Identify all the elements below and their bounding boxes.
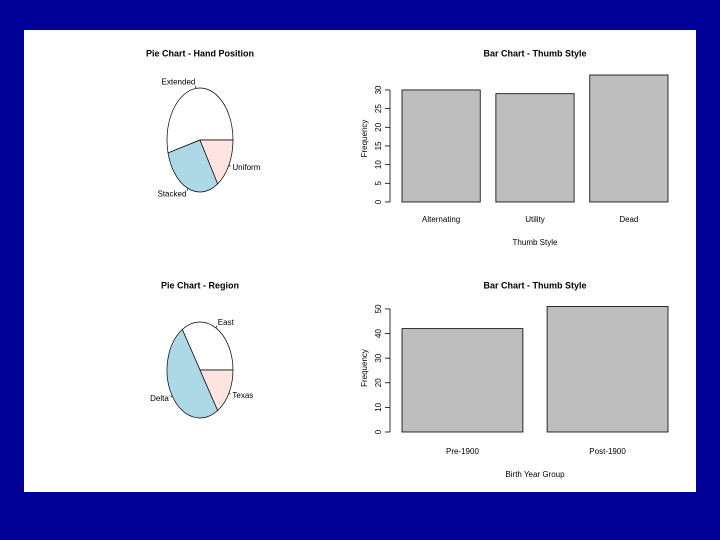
slice-label: Stacked	[157, 189, 186, 198]
y-tick-label: 20	[374, 122, 383, 131]
x-tick-label: Alternating	[422, 215, 460, 224]
label-tick	[215, 325, 218, 329]
chart-title: Bar Chart - Thumb Style	[483, 280, 586, 290]
chart-title: Pie Chart - Region	[161, 280, 239, 290]
x-axis-label: Thumb Style	[513, 238, 558, 247]
pie-slice	[199, 369, 234, 412]
pie-slice	[166, 328, 219, 419]
x-tick-label: Dead	[619, 215, 638, 224]
bar	[495, 93, 575, 203]
bar	[589, 74, 669, 203]
y-axis-label: Frequency	[360, 349, 369, 387]
chart-title: Pie Chart - Hand Position	[146, 48, 254, 58]
x-tick-label: Post-1900	[589, 447, 626, 456]
label-tick	[228, 392, 231, 395]
y-tick-label: 30	[374, 85, 383, 94]
label-tick	[170, 395, 173, 398]
x-axis-label: Birth Year Group	[505, 470, 565, 479]
chart-title: Bar Chart - Thumb Style	[483, 48, 586, 58]
y-tick-label: 50	[374, 304, 383, 313]
slice-label: Uniform	[232, 163, 260, 172]
y-tick-label: 25	[374, 104, 383, 113]
y-tick-label: 15	[374, 141, 383, 150]
slice-label: Delta	[150, 394, 169, 403]
y-tick-label: 20	[374, 378, 383, 387]
bar	[546, 306, 669, 433]
slice-label: East	[218, 318, 235, 327]
bar	[401, 89, 481, 203]
y-tick-label: 0	[374, 429, 383, 434]
x-tick-label: Pre-1900	[446, 447, 479, 456]
x-tick-label: Utility	[525, 215, 545, 224]
slice-label: Texas	[232, 391, 253, 400]
y-tick-label: 5	[374, 181, 383, 186]
y-tick-label: 10	[374, 402, 383, 411]
pie-slice	[167, 139, 219, 193]
y-tick-label: 30	[374, 353, 383, 362]
y-tick-label: 0	[374, 199, 383, 204]
slice-label: Extended	[162, 77, 196, 86]
label-tick	[228, 164, 231, 167]
y-tick-label: 40	[374, 329, 383, 338]
y-tick-label: 10	[374, 160, 383, 169]
pie-slice	[199, 139, 234, 185]
bar	[401, 328, 524, 433]
y-axis-label: Frequency	[360, 120, 369, 158]
label-tick	[186, 188, 189, 191]
